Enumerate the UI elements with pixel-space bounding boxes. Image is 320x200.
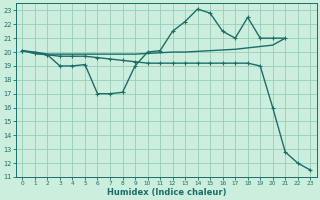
X-axis label: Humidex (Indice chaleur): Humidex (Indice chaleur)	[107, 188, 226, 197]
